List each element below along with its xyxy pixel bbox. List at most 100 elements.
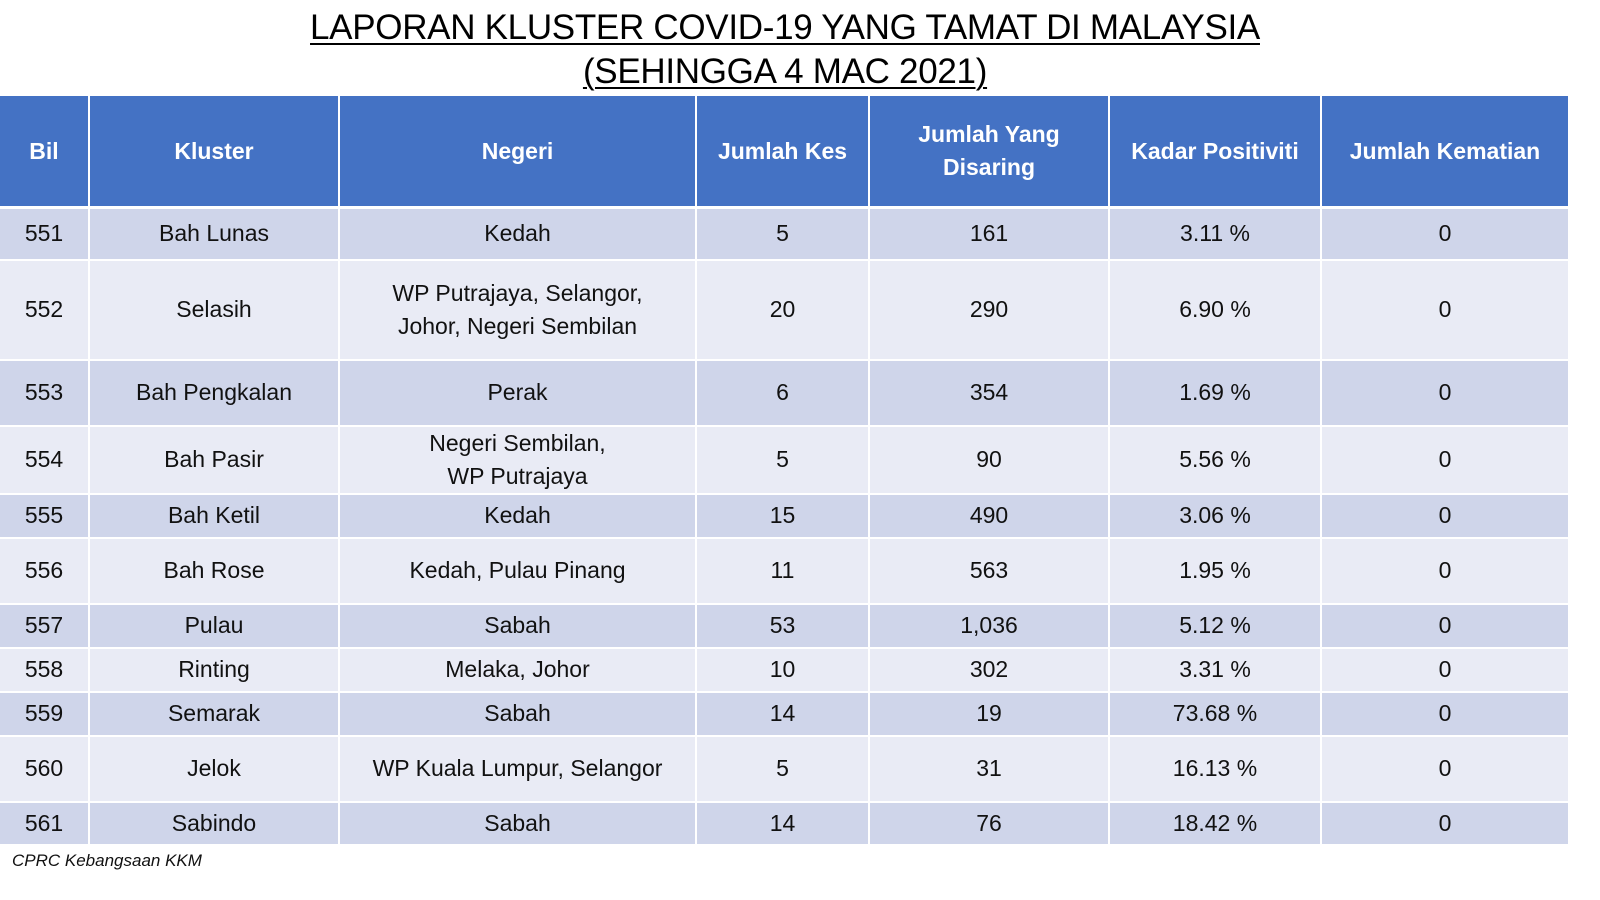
cell-bil: 554 [0, 425, 90, 495]
cell-disaring: 490 [869, 493, 1110, 539]
negeri-line: Kedah [484, 220, 551, 247]
header-jumlah-kes: Jumlah Kes [696, 96, 870, 209]
cell-kluster: Selasih [89, 259, 340, 361]
cell-kluster: Bah Ketil [89, 493, 340, 539]
cell-kes: 14 [696, 801, 870, 846]
cell-positiviti: 18.42 % [1109, 801, 1322, 846]
cell-positiviti: 3.06 % [1109, 493, 1322, 539]
cell-negeri: Kedah, Pulau Pinang [339, 537, 697, 605]
header-negeri: Negeri [339, 96, 697, 209]
cell-kluster: Bah Rose [89, 537, 340, 605]
negeri-line: Kedah, Pulau Pinang [409, 557, 626, 583]
cell-negeri: Sabah [339, 603, 697, 649]
table-row: 558 Rinting Melaka, Johor 10 302 3.31 % 0 [0, 647, 1568, 693]
table-row: 557 Pulau Sabah 53 1,036 5.12 % 0 [0, 603, 1568, 649]
cell-kes: 5 [696, 425, 870, 495]
cell-disaring: 1,036 [869, 603, 1110, 649]
cell-disaring: 302 [869, 647, 1110, 693]
cell-negeri: Perak [339, 359, 697, 427]
cell-kematian: 0 [1321, 537, 1568, 605]
cell-bil: 557 [0, 603, 90, 649]
cell-negeri: WP Kuala Lumpur, Selangor [339, 735, 697, 803]
table-row: 559 Semarak Sabah 14 19 73.68 % 0 [0, 691, 1568, 737]
negeri-line: Kedah [484, 502, 551, 528]
cell-positiviti: 5.12 % [1109, 603, 1322, 649]
header-jumlah-disaring: Jumlah Yang Disaring [869, 96, 1110, 209]
header-kluster: Kluster [89, 96, 340, 209]
table-row: 552 Selasih WP Putrajaya, Selangor, Johor, … [0, 259, 1568, 361]
cell-negeri: Sabah [339, 691, 697, 737]
cell-bil: 555 [0, 493, 90, 539]
cell-bil: 559 [0, 691, 90, 737]
cell-positiviti: 3.11 % [1109, 207, 1322, 261]
table-row: 560 Jelok WP Kuala Lumpur, Selangor 5 31 16.1… [0, 735, 1568, 803]
cell-negeri: Melaka, Johor [339, 647, 697, 693]
cell-kluster: Rinting [89, 647, 340, 693]
cell-kes: 53 [696, 603, 870, 649]
cell-negeri: Kedah [339, 207, 697, 261]
cell-kematian: 0 [1321, 801, 1568, 846]
title-line-1: LAPORAN KLUSTER COVID-19 YANG TAMAT DI M… [310, 8, 1260, 47]
table-body: 551 Bah Lunas Kedah 5 161 3.11 % 0 552 Selasih WP… [0, 207, 1568, 846]
negeri-line: WP Kuala Lumpur, Selangor [372, 755, 663, 781]
cell-bil: 552 [0, 259, 90, 361]
header-kadar-positiviti: Kadar Positiviti [1109, 96, 1322, 209]
cell-bil: 558 [0, 647, 90, 693]
header-bil: Bil [0, 96, 90, 209]
cell-kes: 20 [696, 259, 870, 361]
source-note: CPRC Kebangsaan KKM [12, 851, 202, 870]
cell-kluster: Bah Pengkalan [89, 359, 340, 427]
header-row: Bil Kluster Negeri Jumlah Kes Jumlah Yan… [0, 96, 1568, 209]
cell-kematian: 0 [1321, 691, 1568, 737]
negeri-line: Sabah [484, 700, 551, 726]
page-title: LAPORAN KLUSTER COVID-19 YANG TAMAT DI M… [0, 6, 1570, 94]
cell-positiviti: 73.68 % [1109, 691, 1322, 737]
cell-kes: 11 [696, 537, 870, 605]
cluster-table: Bil Kluster Negeri Jumlah Kes Jumlah Yan… [0, 96, 1568, 846]
cell-kematian: 0 [1321, 603, 1568, 649]
cell-kluster: Sabindo [89, 801, 340, 846]
cell-disaring: 31 [869, 735, 1110, 803]
table-row: 555 Bah Ketil Kedah 15 490 3.06 % 0 [0, 493, 1568, 539]
cell-kematian: 0 [1321, 425, 1568, 495]
negeri-line: WP Putrajaya, Selangor, [392, 279, 643, 306]
cell-bil: 553 [0, 359, 90, 427]
negeri-line: Melaka, Johor [445, 656, 590, 682]
cell-disaring: 563 [869, 537, 1110, 605]
table-row: 561 Sabindo Sabah 14 76 18.42 % 0 [0, 801, 1568, 846]
cell-bil: 556 [0, 537, 90, 605]
negeri-line: WP Putrajaya [447, 462, 588, 489]
cell-kluster: Jelok [89, 735, 340, 803]
cell-kematian: 0 [1321, 493, 1568, 539]
cell-kluster: Bah Lunas [89, 207, 340, 261]
header-jumlah-kematian: Jumlah Kematian [1321, 96, 1568, 209]
cell-kes: 15 [696, 493, 870, 539]
cell-kematian: 0 [1321, 359, 1568, 427]
cell-negeri: WP Putrajaya, Selangor, Johor, Negeri Sem… [339, 259, 697, 361]
negeri-line: Sabah [484, 612, 551, 638]
cell-negeri: Kedah [339, 493, 697, 539]
cell-kes: 5 [696, 735, 870, 803]
cell-bil: 551 [0, 207, 90, 261]
cell-positiviti: 16.13 % [1109, 735, 1322, 803]
cell-kematian: 0 [1321, 259, 1568, 361]
cell-positiviti: 3.31 % [1109, 647, 1322, 693]
negeri-line: Perak [487, 379, 548, 405]
negeri-line: Johor, Negeri Sembilan [397, 312, 638, 339]
table-row: 554 Bah Pasir Negeri Sembilan, WP Putrajaya… [0, 425, 1568, 495]
table-row: 551 Bah Lunas Kedah 5 161 3.11 % 0 [0, 207, 1568, 261]
cell-positiviti: 1.69 % [1109, 359, 1322, 427]
cell-positiviti: 6.90 % [1109, 259, 1322, 361]
cell-kes: 5 [696, 207, 870, 261]
cell-kes: 14 [696, 691, 870, 737]
cell-bil: 561 [0, 801, 90, 846]
cell-negeri: Negeri Sembilan, WP Putrajaya [339, 425, 697, 495]
cell-kematian: 0 [1321, 207, 1568, 261]
cell-kluster: Bah Pasir [89, 425, 340, 495]
cell-kes: 6 [696, 359, 870, 427]
negeri-line: Sabah [484, 809, 551, 836]
cell-bil: 560 [0, 735, 90, 803]
cell-kluster: Pulau [89, 603, 340, 649]
cell-kematian: 0 [1321, 647, 1568, 693]
cell-positiviti: 1.95 % [1109, 537, 1322, 605]
